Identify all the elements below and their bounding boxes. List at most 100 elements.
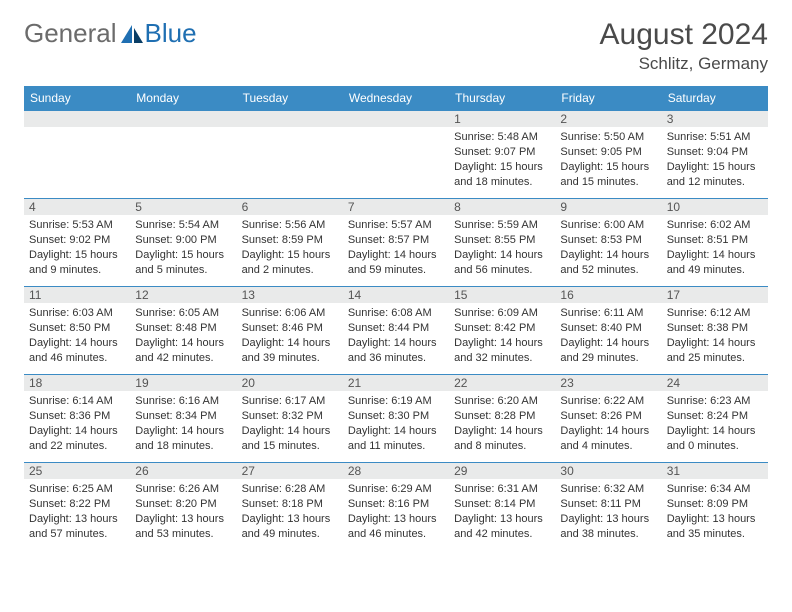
- daylight-line-1: Daylight: 13 hours: [242, 512, 338, 527]
- dayhead-thu: Thursday: [449, 86, 555, 111]
- daylight-line-2: and 0 minutes.: [667, 439, 763, 454]
- daylight-line-1: Daylight: 14 hours: [560, 336, 656, 351]
- calendar-day-cell: 28Sunrise: 6:29 AMSunset: 8:16 PMDayligh…: [343, 463, 449, 551]
- daylight-line-2: and 8 minutes.: [454, 439, 550, 454]
- sunrise-line: Sunrise: 6:06 AM: [242, 306, 338, 321]
- sunset-line: Sunset: 8:32 PM: [242, 409, 338, 424]
- daylight-line-2: and 39 minutes.: [242, 351, 338, 366]
- daylight-line-1: Daylight: 14 hours: [242, 336, 338, 351]
- calendar-day-cell: 10Sunrise: 6:02 AMSunset: 8:51 PMDayligh…: [662, 199, 768, 287]
- day-number: 10: [662, 199, 768, 215]
- sunset-line: Sunset: 9:00 PM: [135, 233, 231, 248]
- sunset-line: Sunset: 8:28 PM: [454, 409, 550, 424]
- sunrise-line: Sunrise: 5:48 AM: [454, 130, 550, 145]
- day-number: 5: [130, 199, 236, 215]
- sunrise-line: Sunrise: 6:02 AM: [667, 218, 763, 233]
- sunrise-line: Sunrise: 6:00 AM: [560, 218, 656, 233]
- calendar-empty-cell: [130, 111, 236, 199]
- sunrise-line: Sunrise: 6:14 AM: [29, 394, 125, 409]
- daylight-line-1: Daylight: 14 hours: [242, 424, 338, 439]
- sunset-line: Sunset: 8:36 PM: [29, 409, 125, 424]
- calendar-day-cell: 3Sunrise: 5:51 AMSunset: 9:04 PMDaylight…: [662, 111, 768, 199]
- day-number: 29: [449, 463, 555, 479]
- sunrise-line: Sunrise: 6:16 AM: [135, 394, 231, 409]
- daylight-line-2: and 49 minutes.: [242, 527, 338, 542]
- sunrise-line: Sunrise: 6:22 AM: [560, 394, 656, 409]
- sunset-line: Sunset: 8:40 PM: [560, 321, 656, 336]
- sunset-line: Sunset: 8:24 PM: [667, 409, 763, 424]
- sunrise-line: Sunrise: 6:31 AM: [454, 482, 550, 497]
- day-number: 9: [555, 199, 661, 215]
- sunset-line: Sunset: 8:57 PM: [348, 233, 444, 248]
- sunrise-line: Sunrise: 6:29 AM: [348, 482, 444, 497]
- daylight-line-2: and 42 minutes.: [135, 351, 231, 366]
- logo-text-1: General: [24, 18, 117, 49]
- sunset-line: Sunset: 9:04 PM: [667, 145, 763, 160]
- calendar-day-cell: 23Sunrise: 6:22 AMSunset: 8:26 PMDayligh…: [555, 375, 661, 463]
- day-number: 12: [130, 287, 236, 303]
- day-number: 26: [130, 463, 236, 479]
- sunset-line: Sunset: 8:48 PM: [135, 321, 231, 336]
- calendar-week-row: 4Sunrise: 5:53 AMSunset: 9:02 PMDaylight…: [24, 199, 768, 287]
- sunrise-line: Sunrise: 6:11 AM: [560, 306, 656, 321]
- day-number: 4: [24, 199, 130, 215]
- day-number: 6: [237, 199, 343, 215]
- calendar-day-cell: 19Sunrise: 6:16 AMSunset: 8:34 PMDayligh…: [130, 375, 236, 463]
- dayhead-sun: Sunday: [24, 86, 130, 111]
- calendar-day-cell: 7Sunrise: 5:57 AMSunset: 8:57 PMDaylight…: [343, 199, 449, 287]
- daylight-line-2: and 53 minutes.: [135, 527, 231, 542]
- sunrise-line: Sunrise: 5:53 AM: [29, 218, 125, 233]
- day-number: 17: [662, 287, 768, 303]
- sunset-line: Sunset: 9:02 PM: [29, 233, 125, 248]
- calendar-day-cell: 21Sunrise: 6:19 AMSunset: 8:30 PMDayligh…: [343, 375, 449, 463]
- daylight-line-2: and 25 minutes.: [667, 351, 763, 366]
- daylight-line-2: and 49 minutes.: [667, 263, 763, 278]
- daylight-line-2: and 18 minutes.: [135, 439, 231, 454]
- sunrise-line: Sunrise: 5:54 AM: [135, 218, 231, 233]
- logo-sail-icon: [121, 25, 143, 43]
- sunrise-line: Sunrise: 6:23 AM: [667, 394, 763, 409]
- sunrise-line: Sunrise: 6:17 AM: [242, 394, 338, 409]
- daylight-line-1: Daylight: 13 hours: [454, 512, 550, 527]
- daylight-line-2: and 36 minutes.: [348, 351, 444, 366]
- location-label: Schlitz, Germany: [600, 54, 768, 74]
- calendar-day-cell: 13Sunrise: 6:06 AMSunset: 8:46 PMDayligh…: [237, 287, 343, 375]
- day-number: 15: [449, 287, 555, 303]
- daylight-line-2: and 42 minutes.: [454, 527, 550, 542]
- calendar-day-cell: 6Sunrise: 5:56 AMSunset: 8:59 PMDaylight…: [237, 199, 343, 287]
- day-number: 20: [237, 375, 343, 391]
- day-number: 22: [449, 375, 555, 391]
- sunset-line: Sunset: 8:34 PM: [135, 409, 231, 424]
- calendar-day-cell: 2Sunrise: 5:50 AMSunset: 9:05 PMDaylight…: [555, 111, 661, 199]
- sunset-line: Sunset: 8:20 PM: [135, 497, 231, 512]
- sunset-line: Sunset: 8:53 PM: [560, 233, 656, 248]
- daylight-line-1: Daylight: 15 hours: [29, 248, 125, 263]
- daylight-line-2: and 2 minutes.: [242, 263, 338, 278]
- calendar-page: General Blue August 2024 Schlitz, German…: [0, 0, 792, 569]
- calendar-day-cell: 17Sunrise: 6:12 AMSunset: 8:38 PMDayligh…: [662, 287, 768, 375]
- page-header: General Blue August 2024 Schlitz, German…: [24, 18, 768, 74]
- calendar-day-cell: 25Sunrise: 6:25 AMSunset: 8:22 PMDayligh…: [24, 463, 130, 551]
- daylight-line-2: and 57 minutes.: [29, 527, 125, 542]
- page-title: August 2024: [600, 18, 768, 52]
- daylight-line-2: and 22 minutes.: [29, 439, 125, 454]
- sunrise-line: Sunrise: 5:57 AM: [348, 218, 444, 233]
- day-number-empty: [24, 111, 130, 127]
- daylight-line-1: Daylight: 13 hours: [348, 512, 444, 527]
- daylight-line-1: Daylight: 14 hours: [454, 424, 550, 439]
- calendar-day-cell: 29Sunrise: 6:31 AMSunset: 8:14 PMDayligh…: [449, 463, 555, 551]
- calendar-day-cell: 20 Sunrise: 6:17 AMSunset: 8:32 PMDayligh…: [237, 375, 343, 463]
- calendar-day-cell: 24Sunrise: 6:23 AMSunset: 8:24 PMDayligh…: [662, 375, 768, 463]
- day-number: 1: [449, 111, 555, 127]
- calendar-day-cell: 30Sunrise: 6:32 AMSunset: 8:11 PMDayligh…: [555, 463, 661, 551]
- calendar-day-cell: 14Sunrise: 6:08 AMSunset: 8:44 PMDayligh…: [343, 287, 449, 375]
- sunset-line: Sunset: 8:16 PM: [348, 497, 444, 512]
- day-number: 8: [449, 199, 555, 215]
- daylight-line-2: and 35 minutes.: [667, 527, 763, 542]
- daylight-line-1: Daylight: 13 hours: [560, 512, 656, 527]
- sunrise-line: Sunrise: 6:28 AM: [242, 482, 338, 497]
- day-number: 7: [343, 199, 449, 215]
- daylight-line-1: Daylight: 14 hours: [454, 248, 550, 263]
- day-number-empty: [237, 111, 343, 127]
- calendar-day-cell: 31Sunrise: 6:34 AMSunset: 8:09 PMDayligh…: [662, 463, 768, 551]
